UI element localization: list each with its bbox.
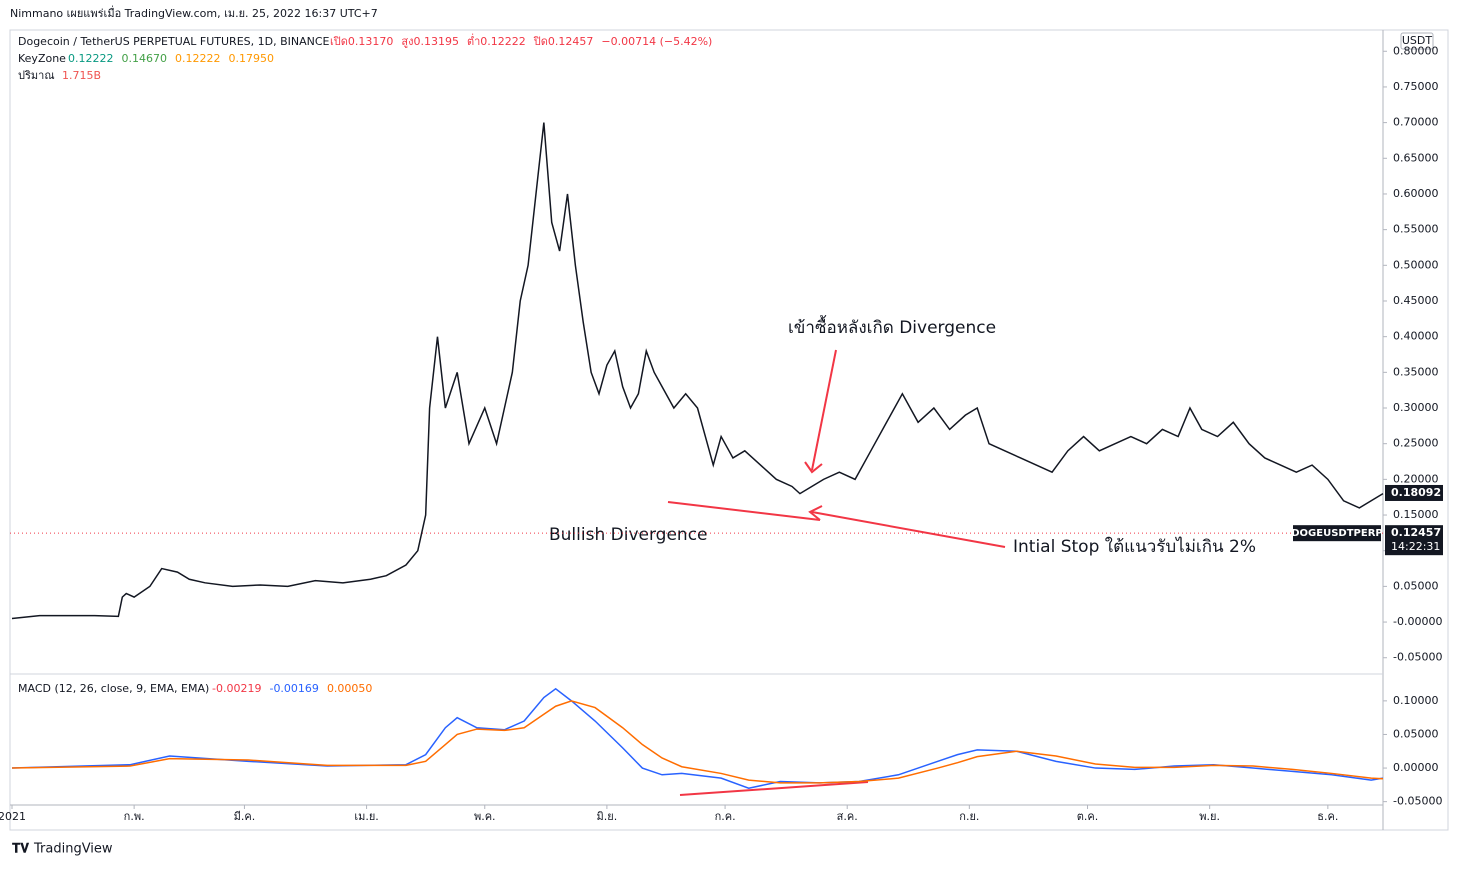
price-tag-label: 0.18092 <box>1391 486 1441 499</box>
annotation-stop: Intial Stop ใต้แนวรับไม่เกิน 2% <box>1013 536 1256 557</box>
y-tick-label: 0.70000 <box>1393 116 1439 129</box>
x-tick-label: ต.ค. <box>1077 810 1099 823</box>
volume-value: 1.715B <box>62 69 101 82</box>
x-tick-label: ก.ค. <box>715 810 736 823</box>
last-price-label: 0.12457 <box>1391 526 1441 539</box>
annotation-entry: เข้าซื้อหลังเกิด Divergence <box>788 315 996 338</box>
y-tick-label: -0.05000 <box>1393 795 1442 808</box>
y-tick-label: 0.30000 <box>1393 401 1439 414</box>
y-tick-label: -0.00000 <box>1393 615 1442 628</box>
x-tick-label: พ.ค. <box>474 810 496 823</box>
currency[interactable]: USDT <box>1402 34 1433 47</box>
series-line <box>11 687 1384 789</box>
y-tick-label: 0.55000 <box>1393 223 1439 236</box>
x-tick-label: เม.ย. <box>354 810 378 823</box>
y-tick-label: 0.35000 <box>1393 365 1439 378</box>
y-tick-label: 0.25000 <box>1393 437 1439 450</box>
arrows <box>667 349 1006 796</box>
arrow-head <box>808 505 823 521</box>
y-tick-label: 0.15000 <box>1393 508 1439 521</box>
countdown: 14:22:31 <box>1391 540 1440 553</box>
symbol-tag: DOGEUSDTPERP <box>1291 528 1382 539</box>
price-tag-box <box>1385 484 1443 501</box>
logo[interactable]: 𝐓𝐕 <box>12 842 29 857</box>
x-tick-label: พ.ย. <box>1199 810 1220 823</box>
y-tick-label: -0.05000 <box>1393 651 1442 664</box>
x-tick-label: ธ.ค. <box>1317 810 1338 823</box>
ohlc-value: −0.00714 (−5.42%) <box>601 35 712 48</box>
keyzone-value: 0.12222 <box>175 52 221 65</box>
y-tick-label: 0.50000 <box>1393 258 1439 271</box>
y-tick-label: 0.45000 <box>1393 294 1439 307</box>
symbol: Dogecoin / TetherUS PERPETUAL FUTURES, 1… <box>18 35 330 48</box>
last-price-box <box>1385 525 1443 556</box>
y-tick-label: 0.10000 <box>1393 694 1439 707</box>
macd-value: 0.00050 <box>327 682 373 695</box>
x-tick-label: ก.ย. <box>959 810 979 823</box>
x-tick-label: ก.พ. <box>124 810 145 823</box>
arrow-head <box>804 461 823 474</box>
frame <box>9 29 1449 831</box>
volume-label: ปริมาณ <box>18 69 55 82</box>
x-tick-label: 2021 <box>0 810 26 823</box>
keyzone-label: KeyZone <box>18 52 66 65</box>
y-tick-label: 0.65000 <box>1393 151 1439 164</box>
keyzone-value: 0.12222 <box>68 52 114 65</box>
y-tick-label: 0.05000 <box>1393 727 1439 740</box>
trend-line <box>667 501 821 521</box>
ohlc-value: เปิด0.13170 <box>330 35 393 48</box>
publisher: Nimmano เผยแพร่เมื่อ TradingView.com, เม… <box>10 5 378 20</box>
annotation-divergence: Bullish Divergence <box>549 525 708 545</box>
y-tick-label: 0.05000 <box>1393 579 1439 592</box>
ohlc-value: ปิด0.12457 <box>533 35 594 48</box>
macd-label: MACD (12, 26, close, 9, EMA, EMA) <box>18 682 209 695</box>
y-tick-label: 0.75000 <box>1393 80 1439 93</box>
macd-value: -0.00219 <box>212 682 261 695</box>
ohlc-value: สูง0.13195 <box>401 35 459 48</box>
y-tick-label: 0.00000 <box>1393 761 1439 774</box>
currency-box[interactable] <box>1400 32 1434 50</box>
x-tick-label: ส.ค. <box>837 810 858 823</box>
y-tick-label: 0.60000 <box>1393 187 1439 200</box>
y-tick-label: 0.20000 <box>1393 472 1439 485</box>
y-tick-label: 0.80000 <box>1393 44 1439 57</box>
keyzone-value: 0.17950 <box>229 52 275 65</box>
trend-line <box>679 781 869 796</box>
ohlc-value: ต่ำ0.12222 <box>467 33 526 48</box>
x-tick-label: มี.ค. <box>234 810 256 823</box>
arrow <box>811 349 837 471</box>
footer[interactable]: TradingView <box>33 842 113 857</box>
symbol-tag-box <box>1293 525 1381 542</box>
x-tick-label: มิ.ย. <box>597 810 618 823</box>
series-line <box>11 122 1384 620</box>
series-line <box>11 700 1384 784</box>
arrow <box>811 511 1006 548</box>
keyzone-value: 0.14670 <box>122 52 168 65</box>
y-tick-label: 0.40000 <box>1393 330 1439 343</box>
macd-value: -0.00169 <box>269 682 318 695</box>
